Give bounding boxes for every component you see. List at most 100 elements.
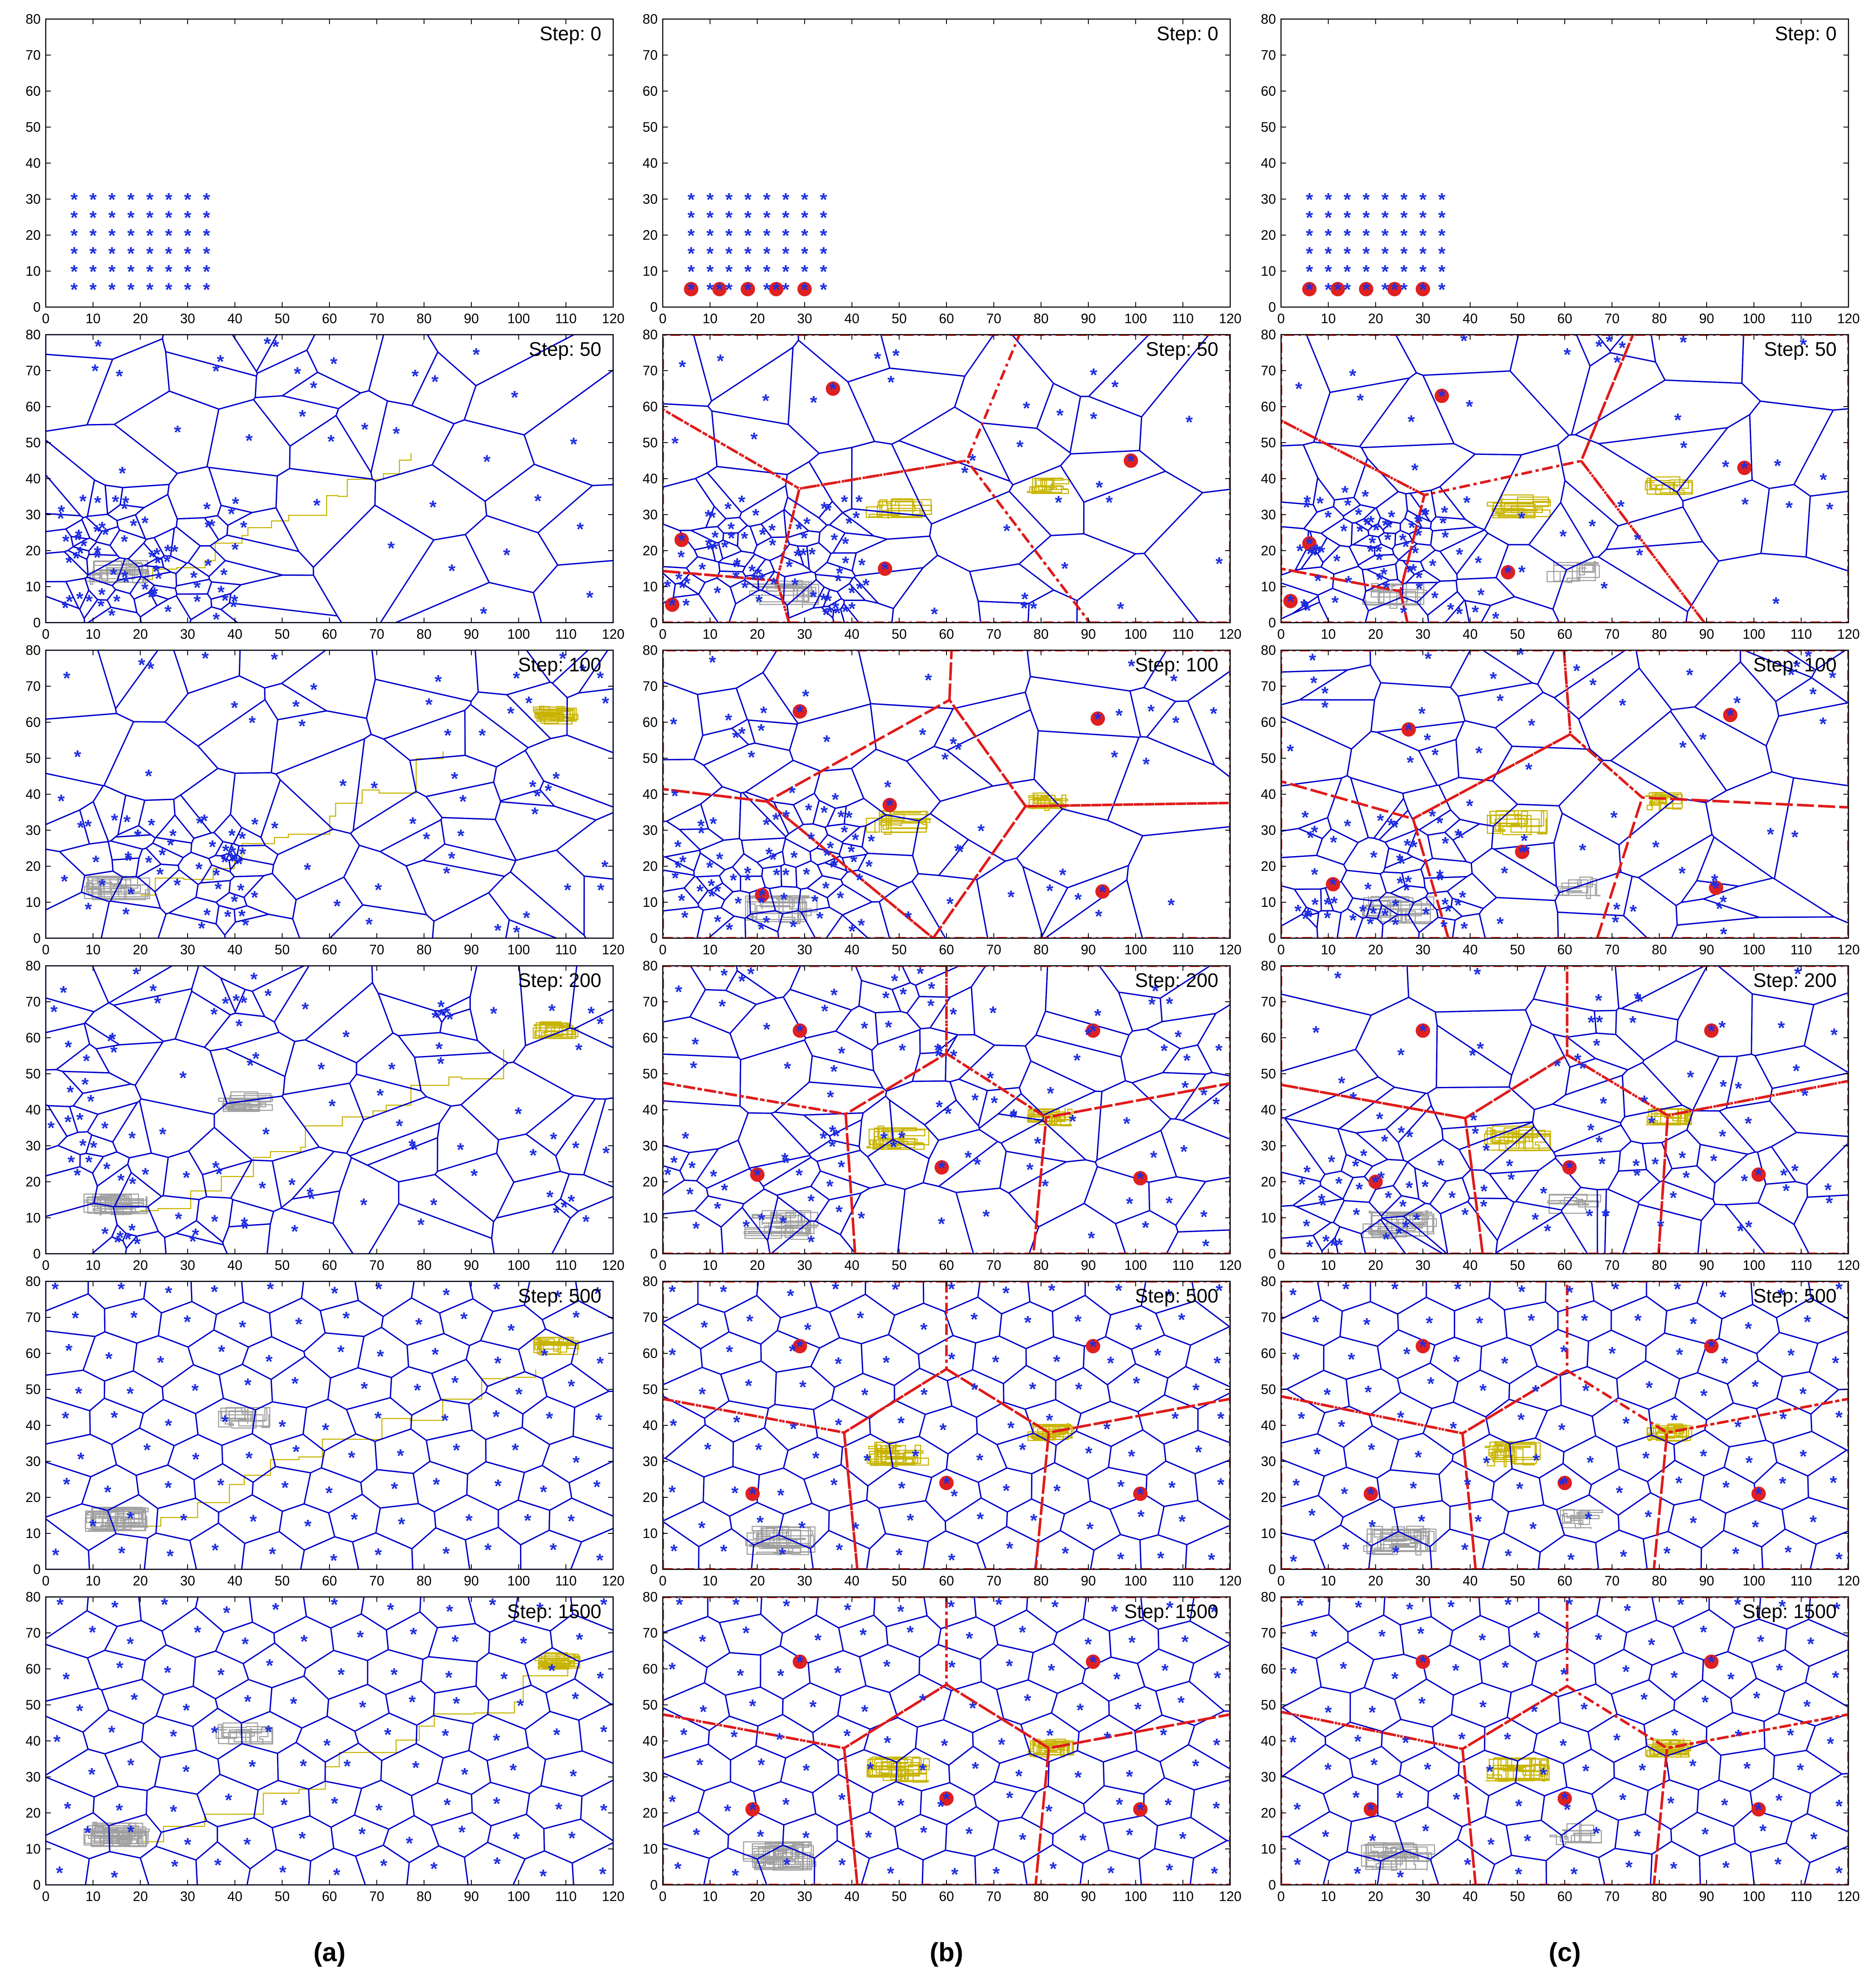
agent-marker: * bbox=[98, 584, 106, 605]
y-tick-label: 20 bbox=[25, 1805, 41, 1821]
x-tick-label: 30 bbox=[1415, 1258, 1431, 1273]
agent-marker: * bbox=[1161, 1041, 1168, 1061]
y-tick-label: 80 bbox=[642, 1274, 658, 1289]
agent-marker: * bbox=[231, 539, 239, 560]
agent-marker: * bbox=[1181, 1077, 1189, 1098]
x-tick-label: 10 bbox=[86, 1573, 101, 1588]
voronoi-cell bbox=[58, 841, 114, 876]
voronoi-cell bbox=[368, 335, 439, 407]
agent-marker: * bbox=[1472, 602, 1479, 623]
trajectory-0 bbox=[140, 1369, 537, 1527]
agent-marker: * bbox=[1042, 1176, 1049, 1197]
agent-marker: * bbox=[113, 591, 121, 612]
y-tick-label: 80 bbox=[1261, 1589, 1276, 1605]
agent-marker: * bbox=[1007, 1418, 1015, 1438]
agent-marker: * bbox=[1418, 704, 1426, 724]
agent-marker: * bbox=[680, 1724, 688, 1745]
agent-marker: * bbox=[1774, 456, 1782, 477]
voronoi-cell bbox=[411, 351, 477, 424]
voronoi-cell bbox=[197, 698, 279, 774]
agent-marker: * bbox=[1323, 1385, 1331, 1405]
agent-marker: * bbox=[575, 1040, 583, 1061]
agent-marker: * bbox=[337, 1342, 345, 1363]
x-tick-label: 30 bbox=[1415, 1889, 1431, 1904]
voronoi-cell bbox=[252, 395, 340, 447]
voronoi-cell bbox=[1642, 1531, 1702, 1569]
y-tick-label: 40 bbox=[25, 1418, 41, 1433]
voronoi-cell bbox=[72, 537, 97, 552]
agent-marker: * bbox=[443, 1285, 450, 1305]
leader-agent-marker: * bbox=[796, 1652, 804, 1673]
agent-marker: * bbox=[1328, 1152, 1336, 1172]
x-tick-label: 70 bbox=[986, 1889, 1002, 1904]
agent-marker: * bbox=[1524, 1831, 1531, 1851]
agent-marker: * bbox=[534, 491, 542, 511]
agent-marker: * bbox=[725, 280, 733, 300]
step-label: Step: 500 bbox=[1135, 1285, 1218, 1307]
agent-marker: * bbox=[1362, 225, 1370, 246]
y-tick-label: 10 bbox=[1261, 1210, 1276, 1225]
agent-marker: * bbox=[599, 1864, 607, 1885]
x-tick-label: 10 bbox=[1321, 311, 1336, 326]
agent-marker: * bbox=[681, 907, 689, 928]
voronoi-cell bbox=[841, 901, 891, 938]
step-label: Step: 500 bbox=[518, 1285, 601, 1307]
agent-marker: * bbox=[376, 1085, 384, 1106]
step-label: Step: 200 bbox=[1753, 969, 1837, 991]
leader-marker bbox=[755, 888, 769, 902]
agent-marker: * bbox=[687, 208, 695, 228]
y-tick-label: 40 bbox=[1261, 1733, 1276, 1749]
y-tick-label: 10 bbox=[25, 579, 41, 594]
agent-marker: * bbox=[184, 208, 191, 228]
voronoi-cell bbox=[1597, 427, 1729, 493]
voronoi-cell bbox=[1027, 589, 1078, 623]
agent-marker: * bbox=[1455, 825, 1462, 846]
agent-marker: * bbox=[1533, 1627, 1541, 1648]
agent-marker: * bbox=[1403, 880, 1411, 901]
y-tick-label: 80 bbox=[25, 327, 41, 342]
voronoi-cell bbox=[1575, 335, 1611, 367]
voronoi-cell bbox=[113, 390, 220, 474]
voronoi-cell bbox=[327, 1367, 392, 1411]
voronoi-cell bbox=[379, 534, 490, 623]
voronoi-cell bbox=[231, 854, 243, 862]
agent-marker: * bbox=[108, 225, 116, 246]
agent-marker: * bbox=[1314, 571, 1322, 591]
voronoi-cell bbox=[46, 891, 110, 938]
voronoi-cell bbox=[1363, 507, 1381, 527]
agent-marker: * bbox=[733, 557, 741, 577]
agent-marker: * bbox=[1589, 675, 1597, 696]
panel-b-step-500: * * * * * ** * * * ** * * * * * * ** ** * * * * * * * * * ** * * * * * * *… bbox=[642, 1274, 1241, 1588]
agent-marker: * bbox=[669, 1344, 676, 1365]
agent-marker: * bbox=[201, 811, 208, 831]
agent-marker: * bbox=[1600, 1093, 1608, 1114]
agent-marker: * bbox=[1835, 1407, 1843, 1428]
agent-marker: * bbox=[1690, 1513, 1697, 1533]
voronoi-cell bbox=[84, 1002, 165, 1046]
agent-marker: * bbox=[1679, 863, 1686, 884]
x-tick-label: 120 bbox=[1219, 1889, 1241, 1904]
agent-marker: * bbox=[1128, 656, 1135, 676]
voronoi-cell bbox=[1369, 650, 1471, 688]
agent-marker: * bbox=[1702, 1824, 1709, 1845]
agent-marker: * bbox=[94, 336, 102, 357]
agent-marker: * bbox=[1606, 332, 1613, 352]
x-tick-label: 80 bbox=[417, 626, 432, 642]
agent-marker: * bbox=[741, 577, 749, 598]
y-tick-label: 30 bbox=[1261, 1138, 1276, 1153]
panel-c-step-500: ** * * * * * * * * *** * * * * * * * ** * * * * * * * * * ** * * * * * * *… bbox=[1261, 1274, 1859, 1588]
agent-marker: * bbox=[122, 493, 130, 513]
agent-marker: * bbox=[1582, 1380, 1590, 1401]
voronoi-cell bbox=[1696, 1143, 1749, 1184]
agent-marker: * bbox=[747, 964, 755, 984]
agent-marker: * bbox=[489, 1595, 496, 1616]
agent-marker: * bbox=[1804, 1696, 1811, 1717]
agent-marker: * bbox=[905, 908, 912, 928]
agent-marker: * bbox=[928, 978, 935, 999]
agent-marker: * bbox=[1061, 558, 1069, 579]
panel-a-step-0: * * * * * * * ** * * * * * * ** * * * * * * ** * * * * * * ** * * * * * * *… bbox=[25, 11, 624, 326]
agent-marker: * bbox=[90, 1137, 97, 1158]
agent-marker: * bbox=[687, 189, 695, 210]
agent-marker: * bbox=[493, 1854, 501, 1874]
agent-marker: * bbox=[1384, 529, 1392, 550]
